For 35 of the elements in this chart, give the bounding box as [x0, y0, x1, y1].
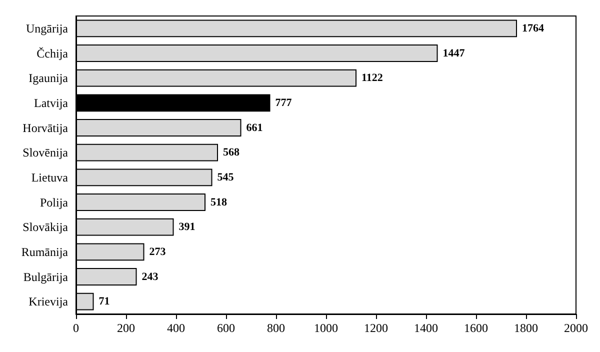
y-tick-label: Slovēnija [22, 146, 69, 160]
data-label: 545 [217, 171, 234, 184]
data-label: 1447 [442, 47, 466, 60]
data-label: 1122 [362, 72, 384, 84]
x-tick-label: 0 [73, 321, 79, 335]
data-label: 568 [223, 146, 240, 159]
x-tick-label: 1800 [514, 321, 538, 335]
y-tick-label: Krievija [28, 294, 69, 309]
x-tick-label: 400 [167, 321, 185, 335]
data-label: 661 [246, 122, 263, 134]
data-label: 1764 [522, 22, 544, 34]
x-tick-label: 1400 [414, 321, 438, 335]
y-tick-label: Rumānija [21, 244, 69, 259]
y-tick-label: Slovākija [22, 220, 69, 234]
x-tick-label: 800 [267, 321, 285, 335]
data-label: 391 [178, 221, 196, 234]
data-label: 243 [142, 270, 159, 283]
x-tick-label: 1600 [464, 321, 488, 335]
x-tick-label: 600 [217, 321, 235, 335]
data-label: 71 [98, 296, 110, 308]
y-tick-label: Bulgārija [23, 270, 69, 284]
y-tick-label: Latvija [34, 96, 69, 110]
data-label: 273 [149, 246, 166, 258]
y-tick-label: Horvātija [22, 120, 69, 135]
data-label: 518 [210, 196, 228, 208]
x-tick-label: 200 [117, 321, 135, 335]
y-tick-label: Čchija [36, 46, 69, 60]
y-tick-label: Igaunija [28, 71, 69, 86]
x-tick-label: 1000 [314, 321, 338, 335]
data-label: 777 [275, 96, 292, 109]
x-tick-label: 1200 [364, 321, 388, 335]
x-tick-label: 2000 [564, 321, 588, 335]
y-tick-label: Lietuva [31, 170, 69, 184]
y-tick-label: Ungārija [26, 21, 69, 36]
y-tick-label: Polija [40, 195, 69, 210]
